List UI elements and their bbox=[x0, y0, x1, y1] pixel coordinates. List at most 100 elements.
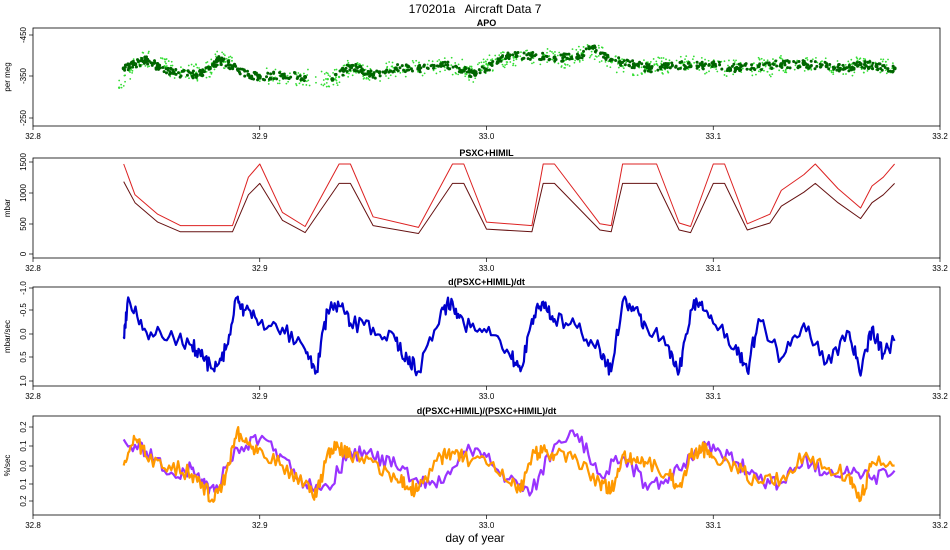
data-point bbox=[185, 69, 187, 72]
data-point bbox=[670, 61, 674, 65]
data-point bbox=[631, 59, 635, 63]
data-point bbox=[300, 77, 304, 81]
data-point bbox=[502, 65, 505, 68]
data-point bbox=[683, 61, 686, 64]
data-point bbox=[333, 68, 336, 71]
data-point bbox=[622, 70, 625, 73]
data-point bbox=[256, 78, 260, 82]
data-point bbox=[439, 70, 442, 73]
data-point bbox=[695, 66, 699, 70]
data-point bbox=[478, 71, 482, 75]
data-point bbox=[269, 72, 273, 76]
data-point bbox=[219, 63, 223, 67]
data-point bbox=[641, 73, 643, 75]
data-point bbox=[287, 80, 290, 83]
data-point bbox=[295, 82, 297, 85]
data-point bbox=[213, 63, 217, 67]
data-point bbox=[432, 63, 436, 67]
data-point bbox=[147, 52, 150, 55]
data-point bbox=[567, 52, 571, 56]
data-point bbox=[787, 60, 791, 64]
data-point bbox=[396, 63, 400, 67]
data-point bbox=[708, 70, 710, 73]
data-point bbox=[735, 65, 739, 69]
data-point bbox=[884, 60, 887, 63]
y-axis-label: mbar/sec bbox=[3, 320, 12, 353]
data-point bbox=[362, 78, 365, 80]
data-point bbox=[455, 72, 458, 75]
data-point bbox=[582, 49, 586, 53]
data-point bbox=[560, 66, 563, 68]
data-point bbox=[603, 56, 607, 60]
data-point bbox=[740, 71, 743, 73]
data-point bbox=[402, 68, 406, 72]
data-point bbox=[154, 66, 158, 70]
data-point bbox=[554, 51, 556, 53]
plot-area bbox=[117, 44, 897, 89]
data-point bbox=[525, 53, 529, 57]
x-tick-label: 32.8 bbox=[25, 132, 41, 141]
data-point bbox=[428, 59, 430, 62]
data-point bbox=[445, 63, 449, 67]
data-point bbox=[847, 69, 851, 73]
data-point bbox=[358, 64, 362, 68]
data-point bbox=[707, 63, 711, 67]
data-point bbox=[885, 64, 888, 66]
data-point bbox=[512, 64, 514, 67]
data-point bbox=[366, 72, 370, 76]
chart-panel-4: d(PSXC+HIMIL)/(PSXC+HIMIL)/dt 32.8 32.9 33.… bbox=[3, 406, 948, 530]
data-point bbox=[385, 62, 388, 65]
data-point bbox=[136, 60, 140, 64]
data-point bbox=[758, 58, 761, 60]
data-point bbox=[465, 70, 469, 74]
data-point bbox=[234, 64, 238, 68]
data-point bbox=[750, 66, 754, 70]
data-point bbox=[561, 59, 565, 63]
data-point bbox=[841, 63, 845, 67]
data-point bbox=[762, 63, 766, 67]
data-point bbox=[365, 76, 368, 79]
data-point bbox=[117, 86, 121, 89]
data-point bbox=[723, 74, 726, 76]
data-point bbox=[548, 55, 551, 57]
data-point bbox=[298, 82, 301, 85]
data-point bbox=[144, 64, 147, 67]
data-point bbox=[646, 69, 650, 73]
data-point bbox=[563, 63, 566, 65]
data-point bbox=[343, 64, 346, 67]
data-point bbox=[463, 65, 467, 69]
data-point bbox=[191, 69, 195, 73]
data-point bbox=[764, 64, 767, 67]
data-point bbox=[267, 77, 271, 81]
data-point bbox=[815, 56, 817, 59]
data-point bbox=[580, 56, 584, 60]
data-point bbox=[372, 72, 376, 76]
data-point bbox=[487, 68, 491, 72]
data-point bbox=[131, 65, 135, 69]
data-point bbox=[505, 61, 508, 63]
data-point bbox=[593, 58, 596, 61]
data-point bbox=[451, 65, 455, 69]
data-point bbox=[571, 48, 574, 51]
data-point bbox=[286, 76, 290, 80]
series-line bbox=[123, 163, 895, 228]
data-point bbox=[829, 66, 832, 68]
y-axis-label: mbar bbox=[3, 199, 12, 218]
data-point bbox=[215, 55, 217, 58]
data-point bbox=[715, 68, 718, 71]
data-point bbox=[501, 63, 504, 66]
data-point bbox=[530, 55, 534, 59]
data-point bbox=[450, 64, 453, 67]
series-psxc-himil-upper bbox=[123, 163, 895, 228]
data-point bbox=[381, 70, 385, 74]
data-point bbox=[516, 50, 520, 54]
data-point bbox=[185, 73, 189, 77]
data-point bbox=[797, 64, 801, 68]
data-point bbox=[869, 62, 871, 65]
data-point bbox=[354, 62, 358, 66]
data-point bbox=[167, 60, 170, 62]
data-point bbox=[810, 68, 813, 71]
data-point bbox=[704, 58, 706, 61]
y-tick-label: 0.0 bbox=[19, 460, 28, 472]
data-point bbox=[632, 66, 636, 70]
